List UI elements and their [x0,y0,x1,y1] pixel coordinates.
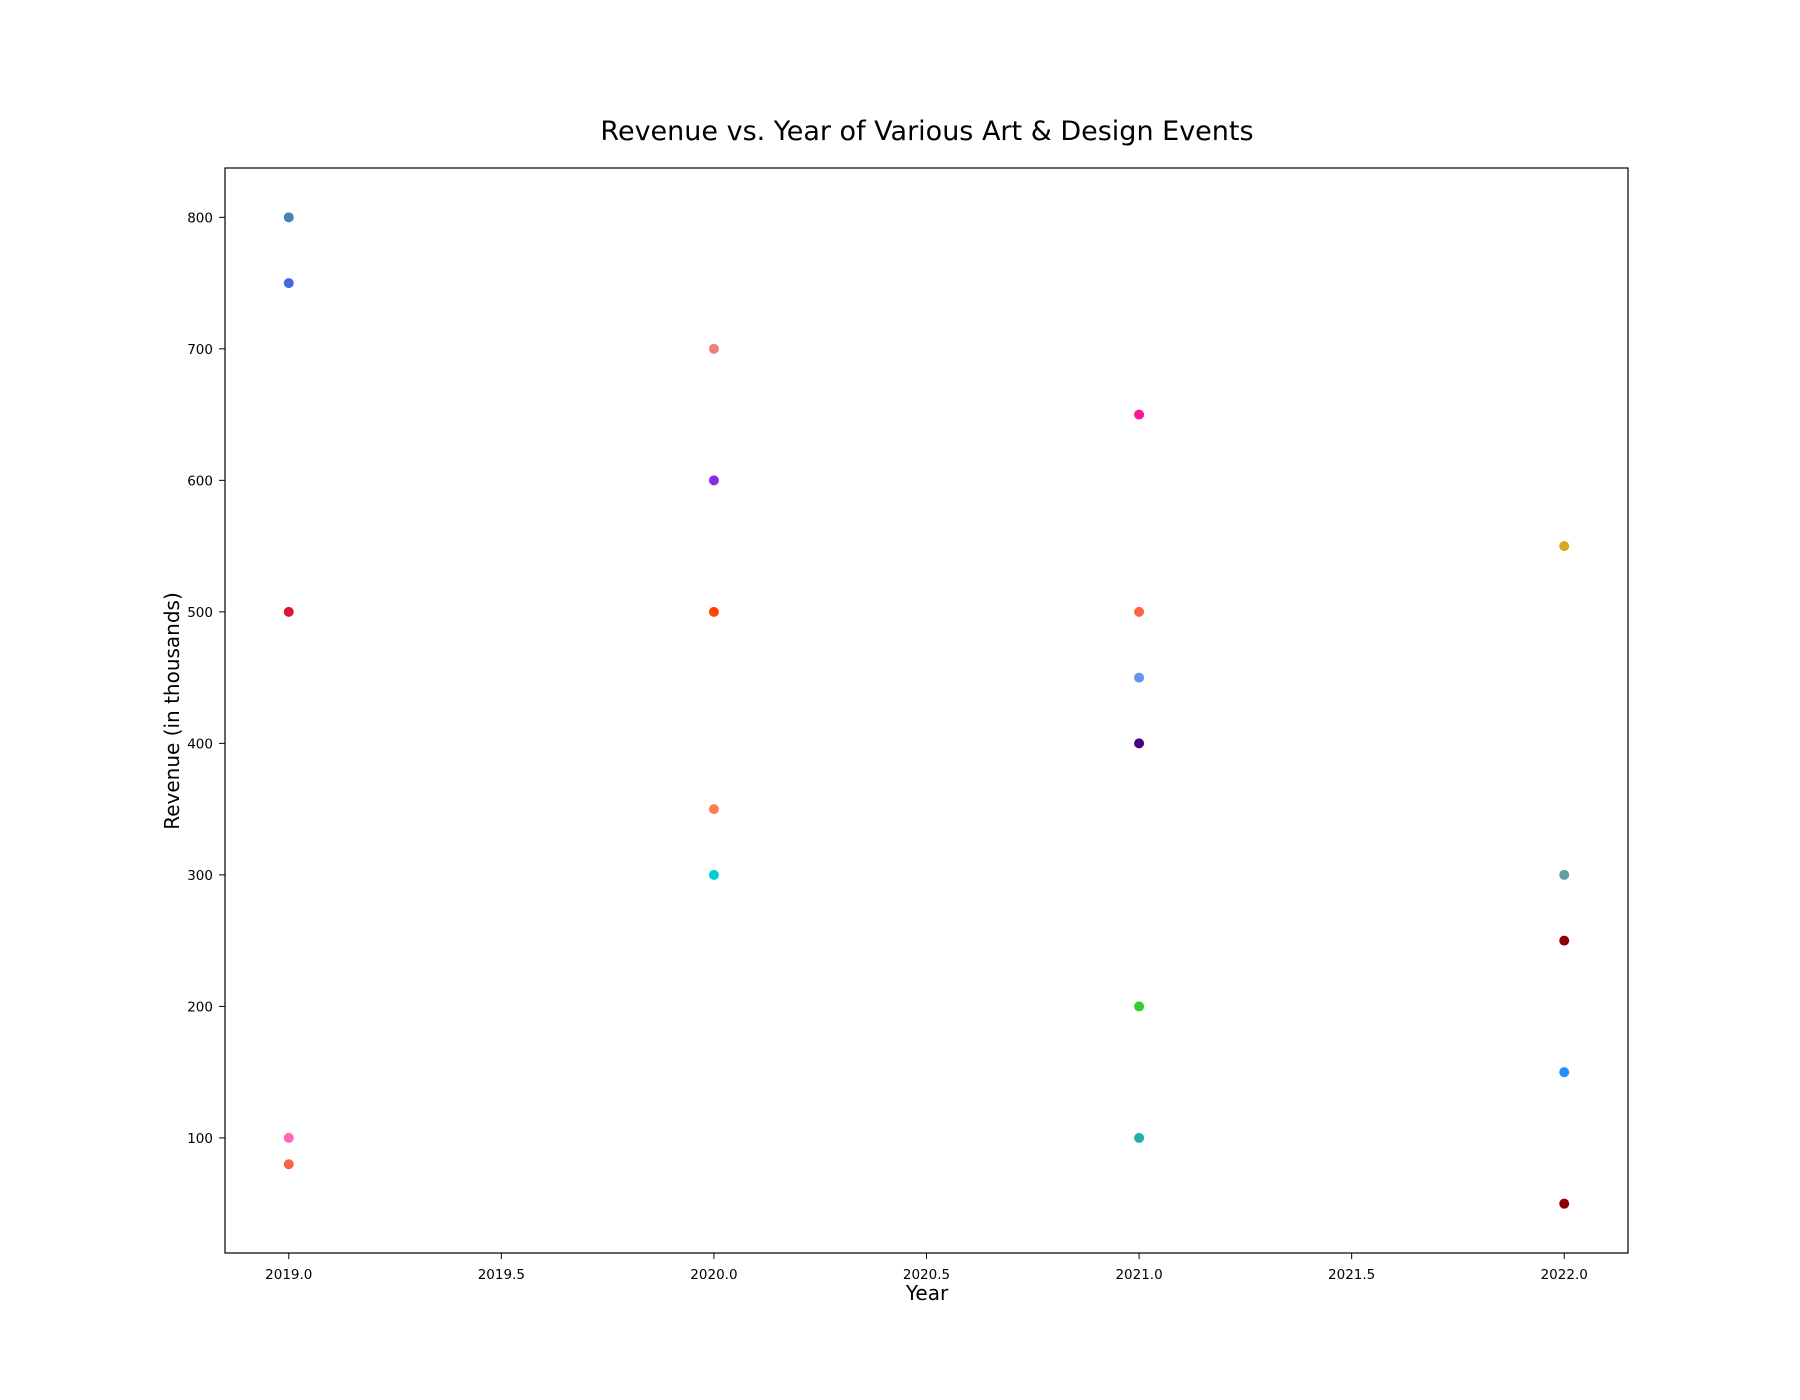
data-points [283,212,1570,1209]
scatter-point-7 [708,606,719,617]
scatter-point-14 [1134,1001,1145,1012]
y-tick-label: 600 [187,473,213,489]
x-axis-label: Year [905,1281,949,1305]
y-tick-label: 300 [187,868,213,884]
scatter-point-16 [1559,541,1570,552]
x-tick-label: 2021.5 [1328,1267,1375,1283]
plot-area-frame [224,167,1629,1254]
scatter-point-18 [1559,935,1570,946]
scatter-point-19 [1559,1067,1570,1078]
scatter-point-11 [1134,606,1145,617]
scatter-point-6 [708,475,719,486]
scatter-point-13 [1134,738,1145,749]
x-tick-label: 2020.0 [690,1267,737,1283]
y-tick-label: 700 [187,342,213,358]
scatter-point-9 [708,869,719,880]
scatter-point-3 [283,1132,294,1143]
x-tick-label: 2020.5 [903,1267,950,1283]
scatter-point-1 [283,278,294,289]
scatter-point-12 [1134,672,1145,683]
x-tick-label: 2019.5 [478,1267,525,1283]
x-axis-ticks: 2019.0 2019.5 2020.0 2020.5 2021.0 2021.5 2022… [265,1253,1588,1283]
scatter-point-2 [283,606,294,617]
y-tick-label: 400 [187,736,213,752]
scatter-point-17 [1559,869,1570,880]
scatter-point-8 [708,804,719,815]
y-tick-label: 200 [187,999,213,1015]
y-tick-label: 100 [187,1131,213,1147]
scatter-point-5 [708,343,719,354]
x-tick-label: 2022.0 [1541,1267,1588,1283]
scatter-point-0 [283,212,294,223]
y-tick-label: 500 [187,605,213,621]
y-axis-label: Revenue (in thousands) [160,592,184,830]
chart-title: Revenue vs. Year of Various Art & Design… [600,116,1253,147]
x-tick-label: 2021.0 [1115,1267,1162,1283]
scatter-point-15 [1134,1132,1145,1143]
scatter-point-10 [1134,409,1145,420]
scatter-point-20 [1559,1198,1570,1209]
x-tick-label: 2019.0 [265,1267,312,1283]
scatter-point-4 [283,1159,294,1170]
y-tick-label: 800 [187,210,213,226]
y-axis-ticks: 100 200 300 400 500 600 700 800 [187,210,225,1147]
